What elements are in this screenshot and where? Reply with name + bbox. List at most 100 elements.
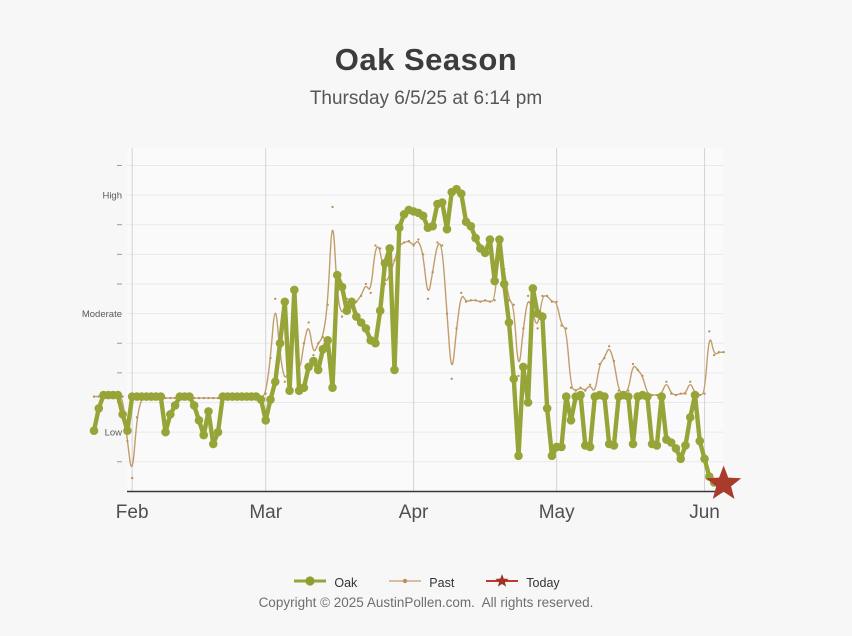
past-data-point — [603, 356, 606, 360]
past-data-point — [565, 327, 568, 330]
oak-data-point — [309, 356, 318, 366]
past-data-point — [588, 383, 592, 386]
past-data-point — [526, 294, 530, 297]
oak-data-point — [270, 377, 280, 387]
past-data-point — [493, 299, 496, 302]
oak-data-point — [418, 211, 428, 221]
past-data-point — [135, 416, 139, 419]
past-data-point — [469, 299, 472, 302]
past-data-point — [331, 205, 334, 209]
past-data-point — [326, 303, 329, 306]
oak-data-point — [156, 392, 166, 401]
past-data-point — [560, 324, 563, 327]
past-data-point — [302, 342, 306, 345]
past-data-point — [274, 297, 277, 300]
legend-item-oak[interactable]: Oak — [292, 573, 357, 594]
oak-data-point — [161, 427, 170, 437]
past-data-point — [412, 244, 415, 247]
legend-label-past: Past — [429, 576, 455, 590]
oak-data-point — [352, 312, 361, 321]
past-line-icon — [387, 573, 423, 594]
past-data-point — [307, 321, 310, 324]
past-data-point — [689, 380, 692, 383]
oak-data-point — [509, 374, 519, 384]
oak-data-point — [576, 390, 585, 400]
oak-data-point — [328, 383, 337, 392]
past-data-point — [374, 244, 377, 247]
legend-label-oak: Oak — [334, 576, 358, 590]
past-data-point — [426, 297, 430, 300]
past-data-point — [712, 353, 716, 357]
past-data-point — [717, 350, 721, 354]
past-data-point — [264, 392, 267, 395]
past-data-point — [393, 259, 396, 262]
past-data-point — [670, 392, 673, 395]
oak-data-point — [542, 404, 552, 413]
legend-item-today[interactable]: Today — [484, 573, 560, 594]
past-data-point — [479, 300, 482, 303]
oak-data-point — [170, 401, 180, 410]
past-data-point — [512, 303, 515, 306]
past-data-point — [421, 253, 425, 256]
oak-data-point — [285, 386, 294, 395]
oak-data-point — [290, 285, 299, 295]
past-data-point — [488, 300, 492, 303]
oak-data-point — [685, 413, 695, 422]
past-data-point — [312, 353, 315, 357]
oak-data-point — [118, 410, 127, 419]
past-data-point — [340, 315, 344, 318]
oak-data-point — [428, 221, 437, 231]
past-data-point — [674, 393, 678, 397]
x-axis-label-mar: Mar — [249, 502, 282, 523]
past-data-point — [612, 359, 616, 363]
oak-data-point — [275, 338, 285, 348]
oak-data-point — [538, 312, 547, 321]
oak-data-point — [342, 306, 352, 315]
past-data-point — [517, 374, 520, 377]
past-data-point — [546, 294, 549, 297]
oak-data-point — [495, 235, 504, 244]
past-data-point — [417, 238, 420, 241]
plot-area — [127, 148, 724, 492]
oak-data-point — [380, 258, 390, 268]
past-data-point — [436, 241, 439, 244]
oak-data-point — [189, 401, 199, 410]
oak-data-point — [347, 297, 356, 307]
past-data-point — [574, 389, 577, 392]
x-axis-label-jun: Jun — [689, 502, 720, 523]
y-axis-label-moderate: Moderate — [82, 309, 122, 320]
legend-item-past[interactable]: Past — [387, 573, 454, 594]
past-data-point — [207, 396, 210, 400]
oak-data-point — [204, 407, 213, 416]
past-data-point — [407, 239, 410, 243]
oak-data-point — [690, 390, 700, 400]
oak-data-point — [323, 335, 333, 345]
past-data-point — [541, 294, 544, 297]
past-data-point — [445, 312, 449, 315]
past-data-point — [665, 380, 668, 383]
past-data-point — [369, 291, 372, 295]
oak-data-point — [695, 436, 705, 446]
oak-data-point — [681, 441, 690, 450]
past-data-point — [684, 392, 687, 395]
past-data-point — [317, 342, 320, 345]
oak-data-point — [199, 430, 209, 440]
x-axis-label-may: May — [539, 502, 575, 523]
past-data-point — [703, 392, 706, 395]
x-axis-label-feb: Feb — [116, 502, 149, 523]
oak-season-chart: Low Moderate High Feb Mar Apr May Jun — [82, 148, 742, 523]
past-data-point — [584, 389, 587, 392]
oak-data-point — [600, 392, 609, 401]
oak-data-point — [318, 344, 328, 354]
oak-data-point — [299, 383, 309, 392]
chart-subtitle: Thursday 6/5/25 at 6:14 pm — [309, 88, 543, 109]
legend-label-today: Today — [526, 576, 560, 590]
oak-data-point — [628, 439, 638, 449]
oak-data-point — [375, 306, 385, 315]
past-data-point — [364, 282, 368, 286]
past-data-point — [550, 300, 554, 303]
past-data-point — [441, 244, 444, 247]
past-data-point — [569, 386, 573, 389]
oak-data-point — [394, 223, 404, 232]
